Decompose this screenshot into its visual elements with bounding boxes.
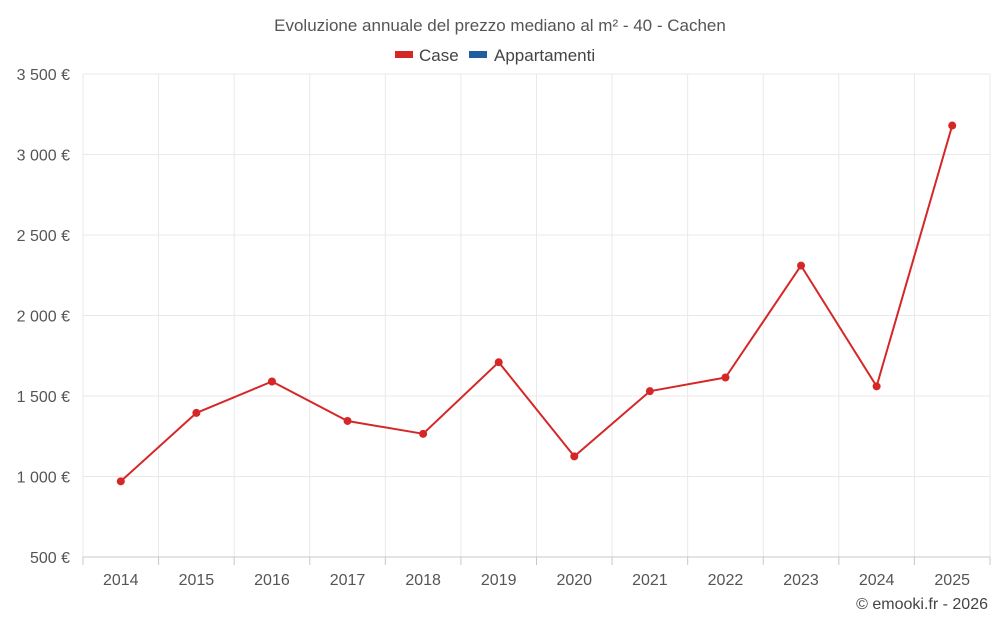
credit-text: © emooki.fr - 2026 xyxy=(856,596,988,613)
x-tick-label: 2025 xyxy=(934,572,970,589)
x-tick-label: 2023 xyxy=(783,572,819,589)
x-tick-label: 2020 xyxy=(556,572,592,589)
x-tick-label: 2019 xyxy=(481,572,517,589)
y-tick-label: 3 500 € xyxy=(17,67,70,84)
legend-label-case[interactable]: Case xyxy=(419,46,459,65)
data-point[interactable] xyxy=(419,429,428,438)
data-point[interactable] xyxy=(494,358,503,367)
y-tick-label: 2 500 € xyxy=(17,228,70,245)
y-tick-label: 500 € xyxy=(30,550,70,567)
series-line-case xyxy=(120,125,954,483)
data-point[interactable] xyxy=(645,387,654,396)
y-tick-label: 3 000 € xyxy=(17,148,70,165)
legend-swatch-appartamenti[interactable] xyxy=(469,51,487,58)
x-axis: 2014 2015 2016 2017 2018 2019 2020 2021 2022 2023… xyxy=(82,556,991,589)
data-point[interactable] xyxy=(948,121,957,130)
data-point[interactable] xyxy=(343,416,352,425)
data-point[interactable] xyxy=(797,261,806,270)
data-point[interactable] xyxy=(116,477,125,486)
data-point[interactable] xyxy=(267,377,276,386)
series-layer xyxy=(116,121,957,486)
x-tick-label: 2018 xyxy=(405,572,441,589)
x-tick-label: 2021 xyxy=(632,572,668,589)
x-tick-label: 2016 xyxy=(254,572,290,589)
x-tick-label: 2015 xyxy=(179,572,215,589)
y-tick-label: 2 000 € xyxy=(17,309,70,326)
data-point[interactable] xyxy=(872,382,881,391)
x-tick-label: 2022 xyxy=(708,572,744,589)
grid xyxy=(82,73,991,557)
y-tick-label: 1 000 € xyxy=(17,470,70,487)
y-tick-label: 1 500 € xyxy=(17,389,70,406)
chart-title: Evoluzione annuale del prezzo mediano al… xyxy=(274,16,726,35)
data-point[interactable] xyxy=(192,408,201,417)
x-tick-label: 2017 xyxy=(330,572,366,589)
data-point[interactable] xyxy=(721,373,730,382)
x-tick-label: 2024 xyxy=(859,572,895,589)
legend-swatch-case[interactable] xyxy=(395,51,413,58)
x-tick-label: 2014 xyxy=(103,572,139,589)
legend: Case Appartamenti xyxy=(395,46,595,65)
legend-label-appartamenti[interactable]: Appartamenti xyxy=(494,46,595,65)
y-axis: 500 € 1 000 € 1 500 € 2 000 € 2 500 € 3 000 €… xyxy=(17,67,70,567)
data-point[interactable] xyxy=(570,452,579,461)
